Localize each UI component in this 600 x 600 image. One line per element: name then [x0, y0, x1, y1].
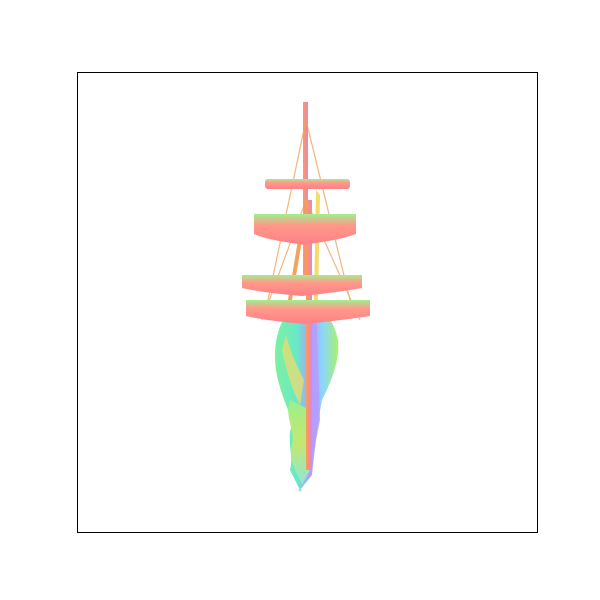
sail-lower	[246, 300, 370, 324]
sail-middle	[242, 275, 362, 296]
bow-tip	[299, 489, 302, 492]
sail-upper	[254, 214, 356, 245]
sail-top	[265, 179, 350, 189]
